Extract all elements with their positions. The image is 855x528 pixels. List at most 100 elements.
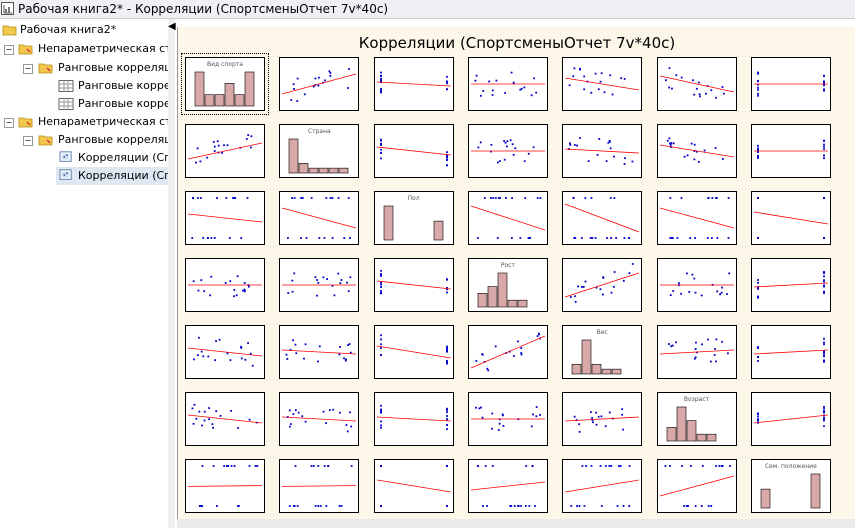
panel-splitter[interactable]: ◀ [168,19,176,528]
histogram-cell[interactable]: Вид спорта [181,53,269,115]
regression-line [376,280,451,290]
tree-item-nonparam-2[interactable]: − Непараметрическая ста [0,113,168,131]
tree-item-rank-table-2[interactable]: Ранговые корреля [0,95,168,113]
horizontal-scrollbar[interactable] [177,519,855,528]
scatter-cell[interactable] [467,392,548,446]
scatter-point [490,150,492,153]
tree-item-corr-graph-1[interactable]: Корреляции (Спор [0,149,168,167]
collapse-toggle-icon[interactable]: − [23,136,33,146]
scatter-cell[interactable] [467,459,548,513]
scatter-point [494,345,497,348]
scatter-point [329,72,332,74]
scatter-cell[interactable] [279,325,360,379]
scatter-cell[interactable] [562,191,643,245]
scatter-point [482,90,485,92]
scatter-cell[interactable] [373,124,454,178]
scatter-cell[interactable] [279,459,360,513]
scatter-cell[interactable] [562,459,643,513]
histogram-cell[interactable]: Возраст [656,392,737,446]
scatter-cell[interactable] [467,57,548,111]
scatter-point [200,350,203,353]
scatter-cell[interactable] [279,392,360,446]
scatter-point [822,416,825,419]
scatter-point [193,403,196,406]
scatter-point [250,135,253,138]
tree-item-workbook[interactable]: Рабочая книга2* [0,21,166,39]
scatter-cell[interactable] [750,325,831,379]
scatter-cell[interactable] [373,57,454,111]
scatter-point [623,237,626,239]
open-folder-icon [2,25,17,36]
histogram-cell[interactable]: Вес [562,325,643,379]
scatter-point [201,505,203,507]
tree-item-rank-table-1[interactable]: Ранговые корреля [0,77,168,95]
scatter-point [317,84,320,87]
scatter-cell[interactable] [373,325,454,379]
scatter-cell[interactable] [656,258,737,312]
scatter-cell[interactable] [279,258,360,312]
scatter-point [235,294,238,297]
scatter-point [345,424,348,426]
workbook-tree[interactable]: Рабочая книга2* − Непараметрическая ста … [0,19,168,528]
scatter-cell[interactable] [279,57,360,111]
scatter-cell[interactable] [373,258,454,312]
scatter-cell[interactable] [467,325,548,379]
scatter-cell[interactable] [750,57,831,111]
scatter-cell[interactable] [562,124,643,178]
scatter-point [379,281,382,284]
scatter-cell[interactable] [750,191,831,245]
scatter-point [298,411,300,414]
scatter-cell[interactable] [562,57,643,111]
scatter-cell[interactable] [656,459,737,513]
scatter-cell[interactable] [467,191,548,245]
scatter-point [237,505,239,507]
scatter-point [289,348,292,351]
scatter-point [199,505,202,507]
scatter-cell[interactable] [750,258,831,312]
scatter-point [530,425,533,428]
histogram-cell[interactable]: Сем. положение [750,459,831,513]
scatter-cell[interactable] [373,459,454,513]
scatter-cell[interactable] [185,392,265,446]
tree-item-rank-corr-2[interactable]: − Ранговые корреляц [0,131,168,149]
scatter-point [509,505,511,507]
scatter-cell[interactable] [185,258,265,312]
scatter-cell[interactable] [562,392,643,446]
scatter-cell[interactable] [185,459,265,513]
tree-item-corr-graph-2[interactable]: Корреляции (Спор [56,167,168,185]
scatter-point [209,294,212,297]
regression-line [753,414,828,424]
scatter-cell[interactable] [279,191,360,245]
histogram-cell[interactable]: Рост [467,258,548,312]
scatter-cell[interactable] [656,124,737,178]
collapse-toggle-icon[interactable]: − [23,64,33,74]
scatter-point [311,197,313,199]
correlation-matrix-plot[interactable]: Корреляции (СпортсменыОтчет 7v*40c) Вид … [177,27,855,528]
scatter-cell[interactable] [750,392,831,446]
scatter-cell[interactable] [185,325,265,379]
scatter-point [295,409,298,412]
chevron-left-icon[interactable]: ◀ [168,21,176,32]
scatter-point [822,405,825,408]
histogram-cell[interactable]: Страна [279,124,360,178]
collapse-toggle-icon[interactable]: − [4,45,14,55]
tree-item-rank-corr-1[interactable]: − Ранговые корреляц [0,59,168,77]
scatter-cell[interactable] [467,124,548,178]
scatter-cell[interactable] [185,124,265,178]
scatter-cell[interactable] [656,325,737,379]
scatter-cell[interactable] [373,392,454,446]
scatter-point [822,355,825,358]
histogram-cell[interactable]: Пол [373,191,454,245]
scatter-point [315,505,317,507]
collapse-toggle-icon[interactable]: − [4,118,14,128]
scatter-cell[interactable] [656,57,737,111]
scatter-point [379,292,382,295]
scatter-cell[interactable] [562,258,643,312]
scatter-cell[interactable] [185,191,265,245]
scatter-point [238,505,240,507]
scatter-cell[interactable] [750,124,831,178]
scatter-point [822,280,825,283]
tree-item-nonparam-1[interactable]: − Непараметрическая ста [0,40,168,58]
scatter-point [211,423,214,426]
scatter-cell[interactable] [656,191,737,245]
